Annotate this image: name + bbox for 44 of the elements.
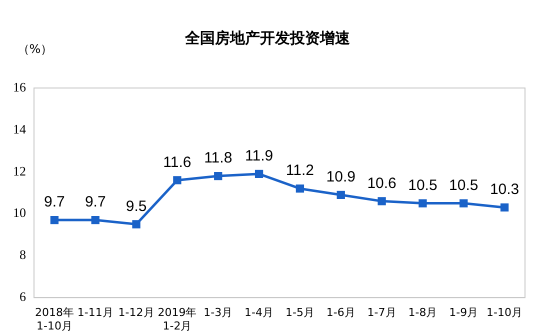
point bbox=[378, 197, 386, 206]
data-label: 11.6 bbox=[163, 154, 192, 171]
x-tick-label: 1-4月 bbox=[244, 306, 274, 320]
x-tick-label: 1-6月 bbox=[326, 306, 356, 320]
data-label: 9.7 bbox=[44, 194, 65, 211]
point bbox=[500, 203, 509, 212]
y-tick-label: 14 bbox=[13, 121, 26, 136]
x-tick-label: 1-12月 bbox=[118, 306, 154, 320]
data-label: 9.7 bbox=[84, 194, 106, 211]
data-label: 11.8 bbox=[204, 150, 232, 167]
y-axis-title: （%） bbox=[17, 42, 53, 56]
point bbox=[214, 172, 222, 180]
y-tick-label: 12 bbox=[13, 163, 26, 178]
data-label: 11.9 bbox=[244, 148, 274, 165]
x-tick-label: 1-10月 bbox=[486, 306, 523, 320]
x-tick-label: 1-7月 bbox=[367, 306, 396, 320]
point bbox=[460, 199, 468, 208]
x-tick-label: 1-11月 bbox=[77, 306, 114, 320]
point bbox=[418, 199, 427, 208]
data-label: 10.5 bbox=[449, 176, 478, 194]
y-tick-label: 10 bbox=[13, 205, 26, 220]
point bbox=[296, 184, 304, 193]
point bbox=[91, 216, 100, 224]
data-label: 10.5 bbox=[408, 176, 438, 194]
x-tick-label: 2019年 1-2月 bbox=[158, 306, 197, 332]
data-label: 10.6 bbox=[367, 174, 396, 192]
x-tick-label: 1-9月 bbox=[449, 306, 478, 320]
y-tick-label: 8 bbox=[20, 247, 26, 262]
data-label: 10.9 bbox=[326, 168, 356, 186]
chart-title: 全国房地产开发投资增速 bbox=[184, 28, 351, 47]
x-tick-label: 2018年 1-10月 bbox=[34, 306, 74, 332]
point bbox=[173, 176, 182, 184]
point bbox=[132, 220, 140, 228]
point bbox=[336, 190, 345, 199]
y-tick-label: 6 bbox=[20, 289, 26, 304]
y-tick-label: 16 bbox=[13, 79, 26, 94]
data-label: 10.3 bbox=[490, 181, 520, 198]
x-tick-label: 1-5月 bbox=[285, 306, 314, 320]
x-tick-label: 1-3月 bbox=[204, 306, 233, 320]
x-tick-label: 1-8月 bbox=[408, 306, 438, 320]
point bbox=[50, 216, 59, 224]
data-label: 11.2 bbox=[286, 162, 314, 180]
point bbox=[254, 170, 264, 178]
data-label: 9.5 bbox=[126, 198, 147, 215]
